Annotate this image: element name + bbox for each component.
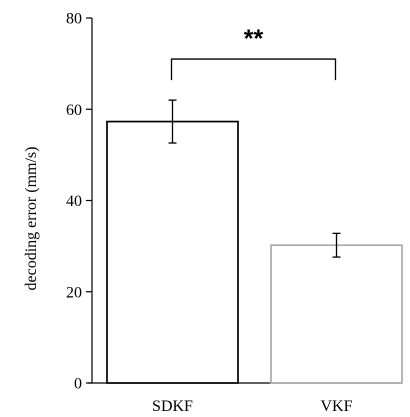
significance-marker: ** [170,25,337,81]
y-tick-label: 0 [74,376,82,393]
error-bars [168,99,341,258]
error-bar-sdkf [168,99,177,144]
y-tick-label: 80 [66,11,82,28]
bar-vkf [270,244,403,384]
y-tick-label: 20 [66,284,82,301]
y-tick-label: 40 [66,193,82,210]
bars [106,120,403,384]
y-axis-label: decoding error (mm/s) [23,147,40,291]
y-tick-label: 60 [66,102,82,119]
error-bar-vkf [332,232,341,258]
category-labels: SDKF VKF [152,398,353,415]
y-ticks: 0 20 40 60 80 [66,11,92,393]
x-category-label: VKF [320,398,352,415]
x-category-label: SDKF [152,398,193,415]
significance-label: ** [244,25,264,53]
bar-sdkf [106,120,239,384]
significance-bracket [170,58,337,81]
